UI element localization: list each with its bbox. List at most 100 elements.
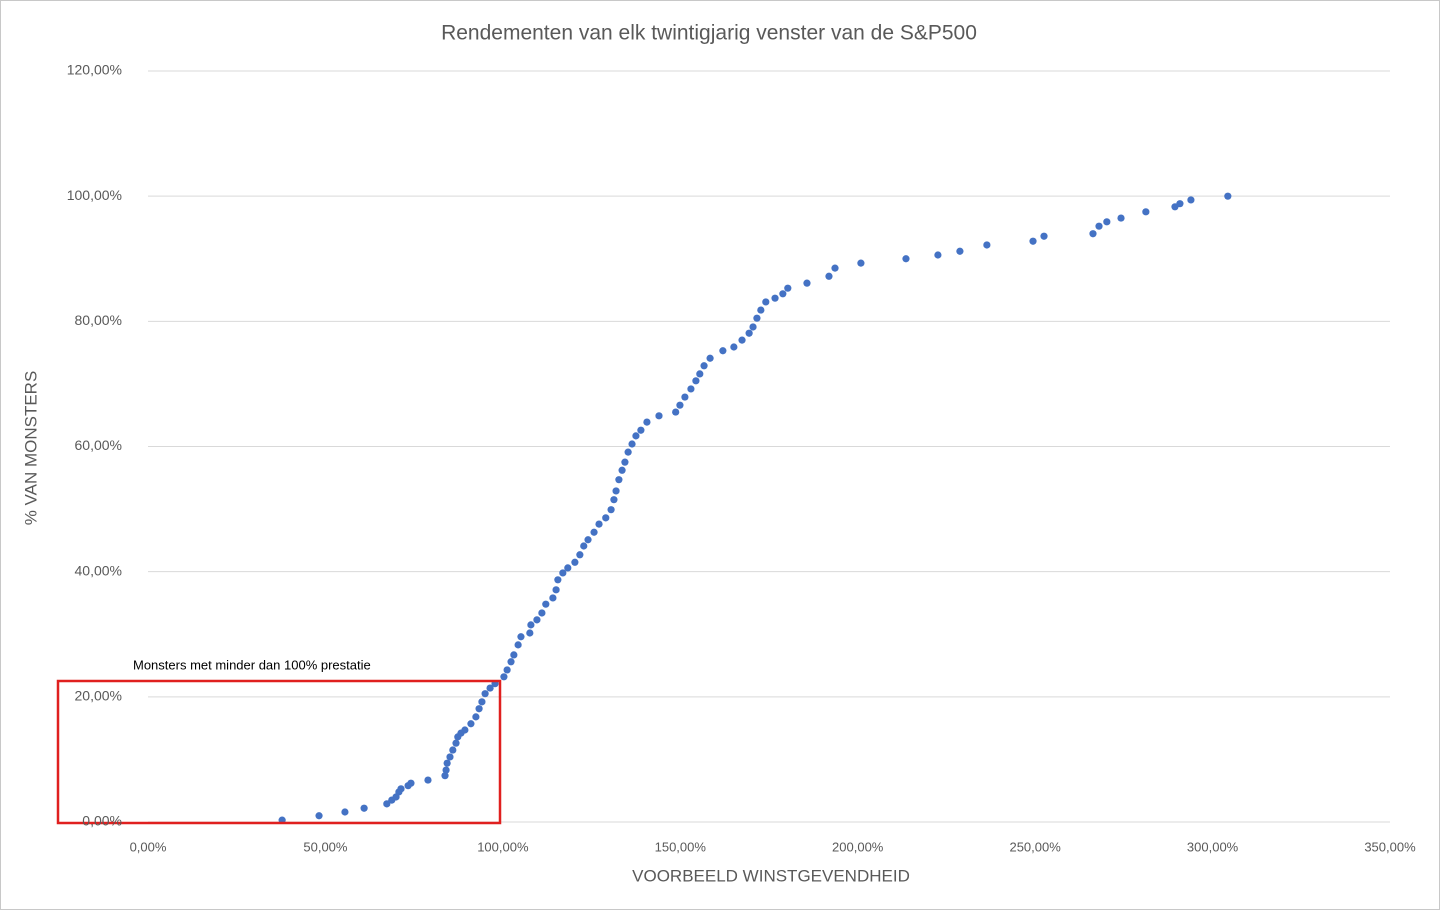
point bbox=[779, 290, 787, 298]
point bbox=[615, 476, 623, 484]
point bbox=[1117, 214, 1125, 222]
point bbox=[1176, 200, 1184, 208]
point bbox=[745, 329, 753, 337]
point bbox=[507, 658, 515, 666]
point bbox=[784, 284, 792, 292]
point bbox=[643, 418, 651, 426]
y-tick-label: 80,00% bbox=[75, 312, 122, 328]
point bbox=[478, 698, 486, 706]
y-tick-label: 60,00% bbox=[75, 437, 122, 453]
point bbox=[554, 576, 562, 584]
point bbox=[607, 506, 615, 514]
point bbox=[1224, 192, 1232, 200]
x-tick-label: 200,00% bbox=[832, 839, 884, 854]
point bbox=[443, 759, 451, 767]
point bbox=[383, 800, 391, 808]
point bbox=[672, 408, 680, 416]
point bbox=[442, 766, 450, 774]
point bbox=[510, 651, 518, 659]
x-tick-label: 0,00% bbox=[130, 839, 167, 854]
point bbox=[449, 746, 457, 754]
point bbox=[1103, 218, 1111, 226]
x-tick-label: 100,00% bbox=[477, 839, 529, 854]
point bbox=[424, 776, 432, 784]
point bbox=[621, 458, 629, 466]
point bbox=[467, 720, 475, 728]
y-tick-label: 0,00% bbox=[82, 813, 122, 829]
point bbox=[446, 753, 454, 761]
point bbox=[803, 279, 811, 287]
x-tick-label: 150,00% bbox=[655, 839, 707, 854]
point bbox=[542, 600, 550, 608]
point bbox=[1142, 208, 1150, 216]
point bbox=[700, 362, 708, 370]
point bbox=[407, 779, 415, 787]
point bbox=[527, 621, 535, 629]
point bbox=[719, 347, 727, 355]
point bbox=[825, 272, 833, 280]
point bbox=[628, 440, 636, 448]
point bbox=[637, 426, 645, 434]
point bbox=[564, 564, 572, 572]
point bbox=[500, 673, 508, 681]
point bbox=[472, 713, 480, 721]
point bbox=[533, 616, 541, 624]
point bbox=[983, 241, 991, 249]
chart-title: Rendementen van elk twintigjarig venster… bbox=[441, 22, 977, 45]
point bbox=[360, 804, 368, 812]
point bbox=[526, 629, 534, 637]
point bbox=[486, 684, 494, 692]
annotation: Monsters met minder dan 100% prestatie bbox=[133, 657, 371, 672]
point bbox=[618, 466, 626, 474]
point bbox=[452, 739, 460, 747]
point bbox=[441, 772, 449, 780]
point bbox=[956, 247, 964, 255]
y-tick-label: 20,00% bbox=[75, 688, 122, 704]
point bbox=[612, 487, 620, 495]
point bbox=[1029, 237, 1037, 245]
y-tick-label: 100,00% bbox=[67, 187, 122, 203]
point bbox=[730, 343, 738, 351]
point bbox=[580, 542, 588, 550]
point bbox=[831, 264, 839, 272]
point bbox=[315, 812, 323, 820]
highlight-box bbox=[56, 679, 502, 825]
point bbox=[934, 251, 942, 259]
point bbox=[1089, 230, 1097, 238]
point bbox=[475, 705, 483, 713]
point bbox=[549, 594, 557, 602]
point bbox=[749, 323, 757, 331]
point bbox=[397, 785, 405, 793]
point bbox=[538, 609, 546, 617]
point bbox=[857, 259, 865, 267]
point bbox=[771, 294, 779, 302]
point bbox=[632, 432, 640, 440]
point bbox=[514, 641, 522, 649]
x-tick-label: 350,00% bbox=[1364, 839, 1416, 854]
point bbox=[571, 558, 579, 566]
point bbox=[696, 370, 704, 378]
point bbox=[753, 314, 761, 322]
point bbox=[559, 569, 567, 577]
point bbox=[590, 528, 598, 536]
x-tick-label: 300,00% bbox=[1187, 839, 1239, 854]
point bbox=[595, 520, 603, 528]
point bbox=[341, 808, 349, 816]
y-axis-title: % VAN MONSTERS bbox=[21, 371, 40, 526]
point bbox=[503, 666, 511, 674]
point bbox=[481, 690, 489, 698]
point bbox=[706, 354, 714, 362]
point bbox=[624, 448, 632, 456]
grid bbox=[148, 70, 1390, 823]
x-axis-title: VOORBEELD WINSTGEVENDHEID bbox=[632, 866, 910, 885]
point bbox=[655, 412, 663, 420]
point bbox=[687, 385, 695, 393]
point bbox=[681, 393, 689, 401]
points bbox=[278, 192, 1232, 824]
point bbox=[602, 514, 610, 522]
point bbox=[576, 551, 584, 559]
x-tick-label: 250,00% bbox=[1009, 839, 1061, 854]
